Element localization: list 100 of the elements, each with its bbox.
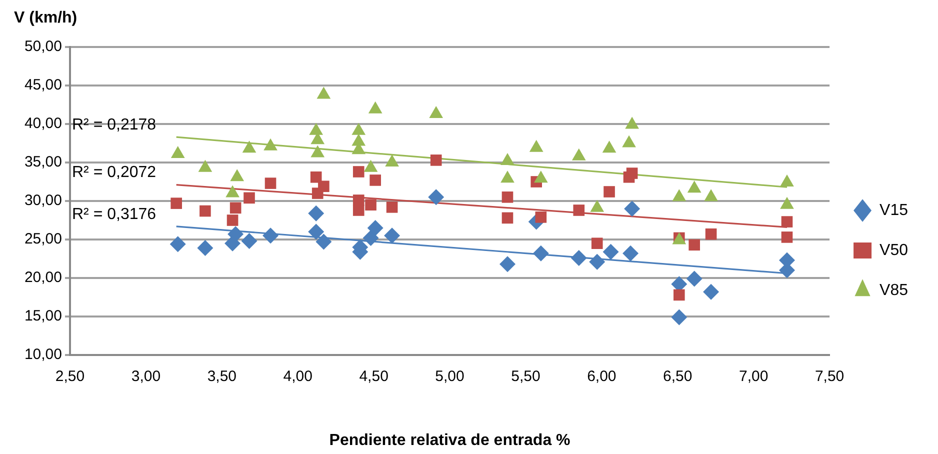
point <box>529 140 544 152</box>
annotation: R² = 0,3176 <box>72 206 156 223</box>
point <box>499 256 516 272</box>
annotation: R² = 0,2072 <box>72 164 156 182</box>
point <box>672 189 686 202</box>
point <box>780 196 794 209</box>
x-tick-label: 4,50 <box>359 368 388 386</box>
point <box>200 205 211 217</box>
point <box>591 238 603 250</box>
y-tick-label: 40,00 <box>24 115 62 132</box>
point <box>170 236 186 252</box>
annotation: R² = 0,2178 <box>72 116 156 134</box>
point <box>310 171 322 183</box>
x-tick-label: 5,50 <box>511 368 540 386</box>
point <box>170 146 185 158</box>
point <box>688 239 700 251</box>
point <box>500 170 514 183</box>
point <box>781 216 793 228</box>
point <box>780 174 794 187</box>
point <box>242 140 256 153</box>
point <box>226 214 238 226</box>
point <box>386 202 398 213</box>
y-tick-label: 30,00 <box>24 192 62 210</box>
point <box>602 244 619 260</box>
point <box>532 245 549 262</box>
point <box>500 152 514 165</box>
point <box>502 212 514 224</box>
point <box>228 226 244 242</box>
point <box>364 160 378 172</box>
point <box>429 106 444 118</box>
point <box>230 202 242 214</box>
point <box>705 228 717 240</box>
point <box>241 233 258 250</box>
point <box>352 166 364 178</box>
y-tick-label: 35,00 <box>24 154 62 171</box>
point <box>365 199 376 211</box>
x-tick-label: 3,00 <box>131 368 161 386</box>
point <box>589 254 606 270</box>
x-tick-label: 6,50 <box>663 368 692 386</box>
y-tick-label: 50,00 <box>24 38 62 56</box>
point <box>626 168 638 179</box>
point <box>170 198 182 209</box>
point <box>264 138 278 150</box>
y-tick-label: 10,00 <box>24 346 62 364</box>
point <box>624 200 640 217</box>
point <box>362 230 379 246</box>
point <box>573 204 585 216</box>
x-tick-label: 6,00 <box>587 368 616 386</box>
y-tick-label: 25,00 <box>24 230 62 248</box>
x-tick-label: 7,00 <box>738 368 768 386</box>
point <box>308 224 324 240</box>
point <box>308 205 324 222</box>
point <box>385 154 399 166</box>
point <box>625 116 639 129</box>
legend-label: V50 <box>880 242 908 259</box>
point <box>686 270 702 287</box>
point <box>244 192 255 204</box>
point <box>673 289 685 301</box>
y-tick-label: 45,00 <box>24 76 62 94</box>
point <box>310 145 325 158</box>
point <box>384 228 400 244</box>
point <box>502 191 514 203</box>
point <box>198 160 212 172</box>
point <box>352 204 364 216</box>
point <box>368 101 382 114</box>
point <box>264 178 276 189</box>
y-tick-label: 15,00 <box>24 308 62 325</box>
y-tick-label: 20,00 <box>24 269 62 286</box>
point <box>316 86 331 99</box>
point <box>602 140 616 153</box>
point <box>671 309 688 326</box>
point <box>428 189 444 206</box>
point <box>703 284 720 300</box>
point <box>316 234 332 250</box>
point <box>430 154 442 166</box>
point <box>572 148 586 160</box>
point <box>704 189 718 202</box>
x-tick-label: 4,00 <box>283 368 312 386</box>
point <box>230 169 244 182</box>
point <box>197 240 214 256</box>
x-tick-label: 2,50 <box>55 368 85 386</box>
x-tick-label: 7,50 <box>814 368 844 386</box>
point <box>570 250 587 266</box>
y-axis-title: V (km/h) <box>14 9 78 26</box>
point <box>622 135 636 148</box>
x-tick-label: 5,00 <box>435 368 464 386</box>
point <box>262 228 279 244</box>
point <box>622 245 639 262</box>
legend-label: V85 <box>880 282 908 299</box>
point <box>534 170 548 183</box>
point <box>352 122 366 135</box>
x-tick-label: 3,50 <box>207 368 237 386</box>
point <box>226 185 240 198</box>
point <box>367 220 384 236</box>
legend-label: V15 <box>880 202 908 219</box>
point <box>370 174 381 186</box>
point <box>781 232 793 243</box>
point <box>318 180 330 192</box>
point <box>687 180 702 193</box>
point <box>309 122 324 135</box>
